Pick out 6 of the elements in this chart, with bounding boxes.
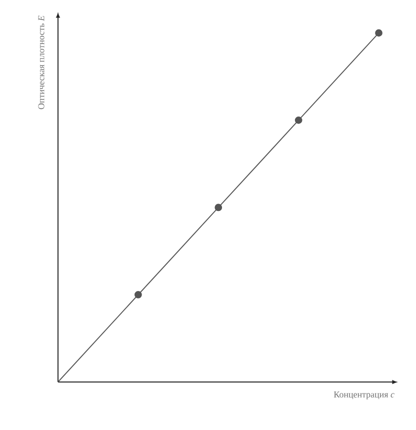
y-axis-title: Оптическая плотность E <box>38 16 44 110</box>
x-axis-title: Концентрация c <box>334 392 394 400</box>
point <box>294 116 302 124</box>
point <box>214 204 222 212</box>
point <box>375 29 382 37</box>
point <box>134 291 142 298</box>
